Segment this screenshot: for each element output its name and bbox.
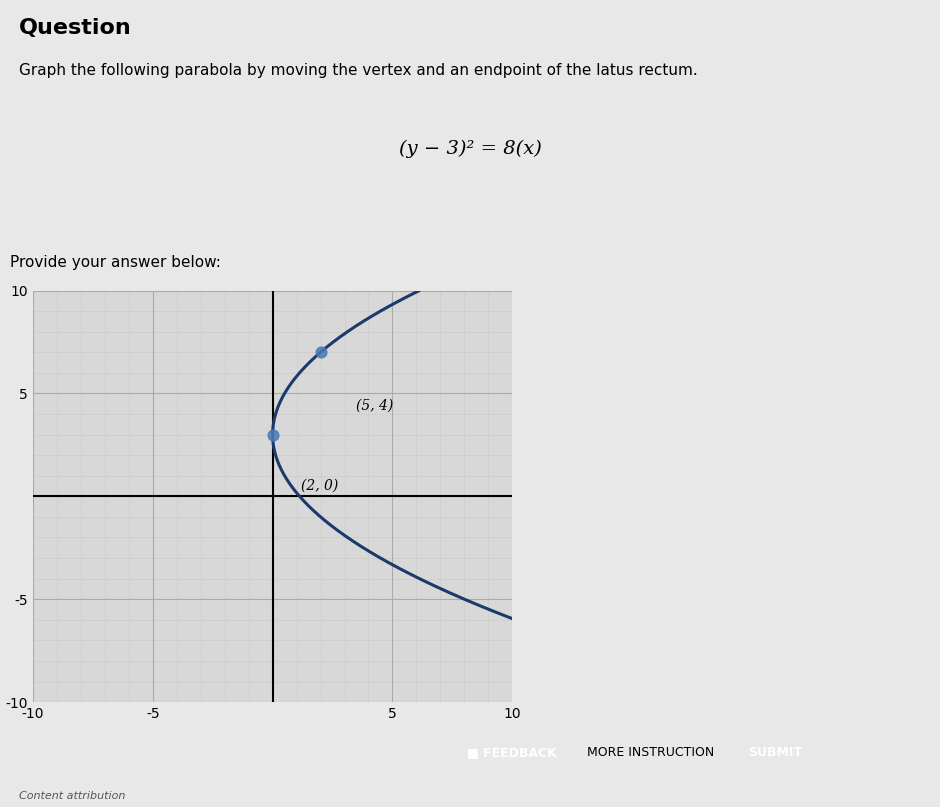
Text: Provide your answer below:: Provide your answer below: [10,255,221,270]
Point [313,345,328,358]
Text: Question: Question [19,18,132,38]
Text: MORE INSTRUCTION: MORE INSTRUCTION [588,746,714,759]
Text: (y − 3)² = 8(x): (y − 3)² = 8(x) [399,140,541,158]
Text: Graph the following parabola by moving the vertex and an endpoint of the latus r: Graph the following parabola by moving t… [19,63,697,78]
Text: SUBMIT: SUBMIT [748,746,803,759]
Point [265,428,280,441]
Text: ■ FEEDBACK: ■ FEEDBACK [467,746,557,759]
Text: (2, 0): (2, 0) [302,479,338,493]
Text: Content attribution: Content attribution [19,791,125,801]
Text: (5, 4): (5, 4) [356,399,394,413]
